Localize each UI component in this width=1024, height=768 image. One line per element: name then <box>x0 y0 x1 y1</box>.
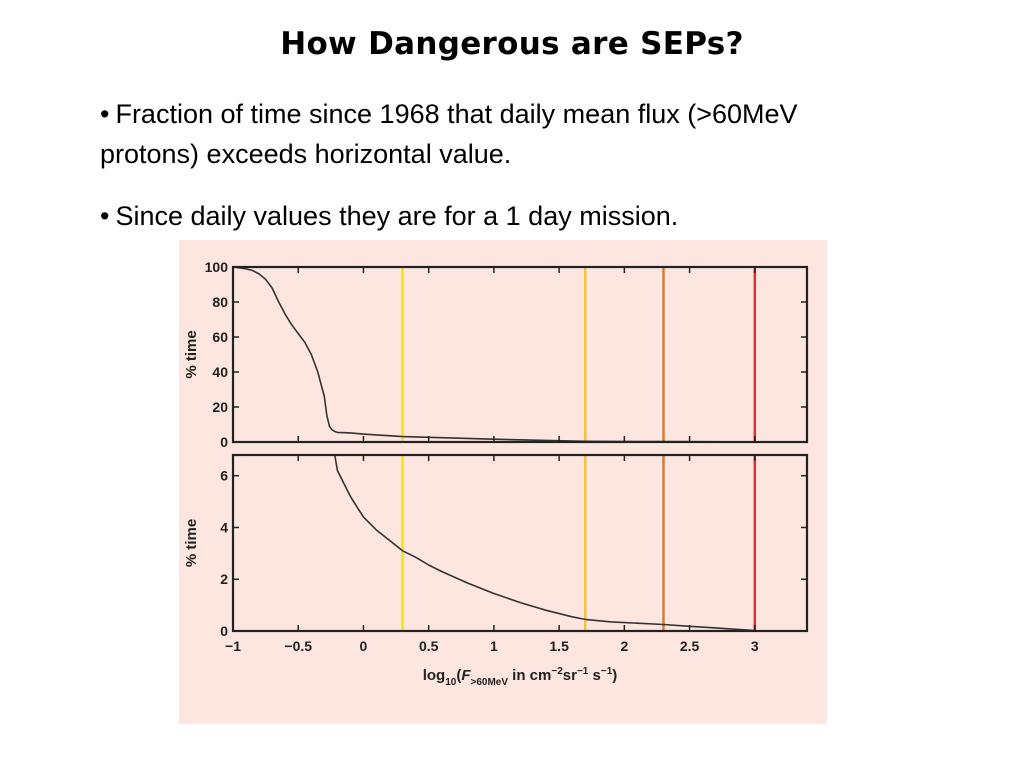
x-axis-label-part: ( <box>456 667 461 684</box>
x-axis-label-part: ) <box>612 667 617 684</box>
slide-title: How Dangerous are SEPs? <box>280 26 744 62</box>
bottom-x-tick-label: 1 <box>490 638 498 654</box>
top-y-tick-label: 60 <box>212 329 228 345</box>
bottom-x-tick-label: −1 <box>225 638 241 654</box>
top-y-tick-label: 0 <box>220 434 228 450</box>
top-y-tick-label: 80 <box>212 294 228 310</box>
x-axis-label-part: 10 <box>445 677 457 688</box>
bullet-2-text: Since daily values they are for a 1 day … <box>115 201 679 231</box>
bullet-1: • Fraction of time since 1968 that daily … <box>100 94 860 174</box>
x-axis-label-part: >60MeV <box>470 677 508 688</box>
panel-bottom: 0 2 4 6 −1 −0.5 0 0.5 1 1.5 2 2.5 3 % time <box>183 453 809 654</box>
bottom-y-tick-label: 6 <box>220 468 228 484</box>
x-axis-label: log10(F>60MeV in cm−2sr−1 s−1) <box>423 666 618 688</box>
top-y-tick-label: 40 <box>212 364 228 380</box>
bullet-1-text: Fraction of time since 1968 that daily m… <box>100 99 798 169</box>
figure-background <box>179 240 827 724</box>
bottom-x-tick-label: 3 <box>751 638 759 654</box>
x-axis-label-part: in cm <box>508 667 551 684</box>
bullet-marker-2: • <box>100 201 110 231</box>
bottom-plot-frame <box>231 453 809 633</box>
x-axis-label-part: log <box>423 667 446 684</box>
bottom-x-tick-label: 0 <box>360 638 368 654</box>
bottom-x-tick-label: 2.5 <box>680 638 700 654</box>
x-axis-label-part: −1 <box>601 666 613 677</box>
x-axis-label-part: sr <box>563 667 577 684</box>
bottom-y-tick-label: 4 <box>220 519 228 535</box>
bottom-y-tick-label: 2 <box>220 571 228 587</box>
top-plot-frame <box>231 265 809 444</box>
top-y-axis-label: % time <box>183 330 200 378</box>
bullet-2: • Since daily values they are for a 1 day… <box>100 196 860 236</box>
top-y-tick-label: 100 <box>205 259 229 275</box>
top-y-tick-label: 20 <box>212 399 228 415</box>
x-axis-label-part: s <box>588 667 601 684</box>
top-exceedance-curve <box>232 266 755 443</box>
panel-top: 0 20 40 60 80 100 % time <box>183 259 809 450</box>
bottom-x-tick-label: 1.5 <box>549 638 569 654</box>
bottom-x-tick-label: 2 <box>620 638 628 654</box>
bottom-x-tick-label: 0.5 <box>419 638 439 654</box>
bottom-y-tick-label: 0 <box>220 623 228 639</box>
bullet-marker-1: • <box>100 99 110 129</box>
x-axis-label-part: F <box>461 667 471 684</box>
bottom-exceedance-curve <box>334 454 755 632</box>
bottom-y-axis-label: % time <box>183 519 200 567</box>
x-axis-label-part: −2 <box>551 666 563 677</box>
bottom-x-tick-label: −0.5 <box>284 638 312 654</box>
x-axis-label-part: −1 <box>577 666 589 677</box>
